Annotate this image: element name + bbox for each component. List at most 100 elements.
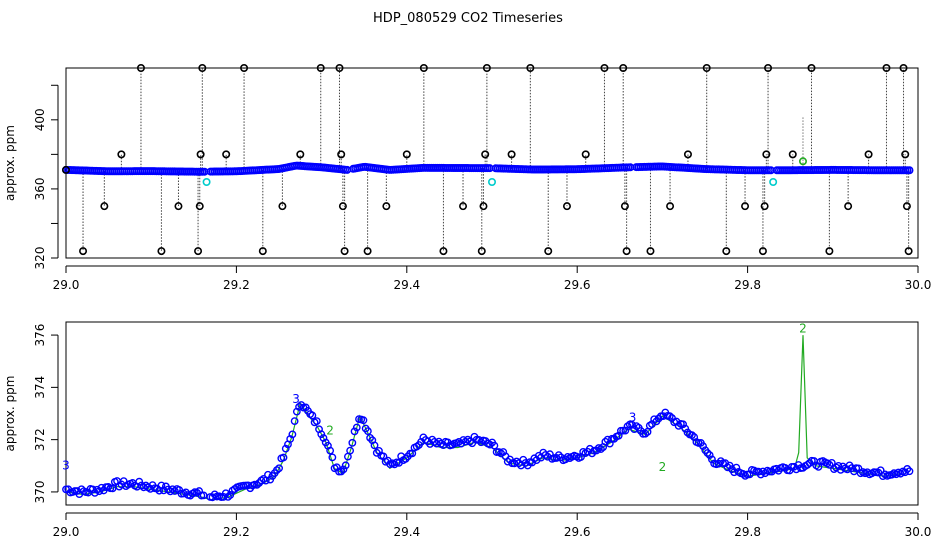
y-tick-label: 374 <box>33 376 47 399</box>
series-annotation: 2 <box>659 460 667 474</box>
blue-point <box>601 437 610 446</box>
baseline-point <box>905 166 914 175</box>
blue-point <box>332 463 341 472</box>
spike-point <box>222 150 231 159</box>
blue-point <box>805 459 814 467</box>
blue-point <box>688 431 696 440</box>
spike-point <box>196 150 205 159</box>
blue-point <box>428 435 437 444</box>
blue-point <box>681 424 690 433</box>
blue-point <box>708 455 716 464</box>
spike-point <box>666 202 675 211</box>
x-tick-label: 29.8 <box>734 278 761 292</box>
series-annotation: 2 <box>799 321 807 335</box>
green-series-line <box>65 335 902 501</box>
blue-point <box>834 461 843 470</box>
spike-point <box>157 247 166 256</box>
y-tick-label: 370 <box>33 480 47 503</box>
spike-point <box>61 165 70 174</box>
spike-point <box>764 64 773 73</box>
blue-point <box>665 412 674 421</box>
blue-point <box>279 453 288 462</box>
spike-point <box>882 64 891 73</box>
blue-point <box>628 420 636 429</box>
spike-point <box>482 64 491 73</box>
y-tick-label: 376 <box>33 324 47 347</box>
spike-point <box>622 247 631 256</box>
cyan-point <box>202 178 211 187</box>
blue-point <box>703 449 712 457</box>
blue-point <box>843 465 852 474</box>
blue-point <box>308 411 317 420</box>
cyan-point <box>487 178 496 187</box>
spike-point <box>481 150 490 159</box>
blue-point <box>716 457 725 466</box>
blue-point <box>275 464 283 473</box>
blue-point <box>699 442 707 451</box>
plot-frame <box>65 321 919 506</box>
blue-point <box>554 451 563 460</box>
x-tick-label: 29.6 <box>564 525 591 539</box>
y-axis-label: approx. ppm <box>3 376 17 452</box>
blue-point <box>641 429 650 438</box>
spike-point <box>620 202 629 211</box>
blue-point <box>745 470 754 479</box>
spike-point <box>439 247 448 256</box>
blue-point <box>705 451 714 460</box>
blue-point <box>366 433 374 442</box>
spike-point <box>526 64 535 73</box>
spike-point <box>807 64 816 73</box>
spike-point <box>507 150 516 159</box>
spike-point <box>198 64 207 73</box>
spike-point <box>117 150 126 159</box>
y-tick-label: 372 <box>33 428 47 451</box>
blue-point <box>486 440 494 449</box>
blue-point <box>224 492 232 501</box>
blue-point <box>346 446 355 455</box>
spike-point <box>194 247 203 256</box>
spike-point <box>195 202 204 211</box>
blue-point <box>339 465 348 474</box>
spike-point <box>581 150 590 159</box>
spike-point <box>902 202 911 211</box>
spike-point <box>762 150 771 159</box>
spike-point <box>363 247 372 256</box>
blue-point <box>490 441 499 450</box>
spike-point <box>562 202 571 211</box>
blue-point <box>363 427 372 436</box>
blue-point <box>166 487 175 496</box>
x-tick-label: 29.0 <box>53 278 80 292</box>
x-tick-label: 30.0 <box>905 525 932 539</box>
spike-point <box>278 202 287 211</box>
series-annotation: 3 <box>62 459 70 473</box>
spike-point <box>702 64 711 73</box>
blue-point <box>337 467 346 476</box>
blue-point <box>825 460 834 469</box>
blue-point <box>290 417 299 426</box>
blue-point <box>903 465 912 473</box>
blue-point <box>352 423 361 432</box>
series-annotation: 3 <box>629 410 637 424</box>
blue-point <box>288 430 297 439</box>
blue-point <box>350 427 359 436</box>
x-tick-label: 29.2 <box>223 278 250 292</box>
spike-point <box>600 64 609 73</box>
blue-point <box>170 487 179 495</box>
blue-point <box>317 430 326 439</box>
blue-point <box>896 469 905 478</box>
figure-title: HDP_080529 CO2 Timeseries <box>373 11 563 26</box>
x-tick-label: 29.8 <box>734 525 761 539</box>
blue-point <box>108 484 117 493</box>
blue-point <box>803 460 812 469</box>
spike-point <box>844 202 853 211</box>
blue-point <box>312 417 321 426</box>
blue-point <box>732 463 741 472</box>
spike-point <box>899 64 908 73</box>
cyan-point <box>769 178 778 187</box>
spike-point <box>258 247 267 256</box>
spike-point <box>722 247 731 256</box>
x-tick-label: 29.4 <box>393 278 420 292</box>
blue-point <box>135 477 144 486</box>
x-tick-label: 29.2 <box>223 525 250 539</box>
spike-point <box>316 64 325 73</box>
